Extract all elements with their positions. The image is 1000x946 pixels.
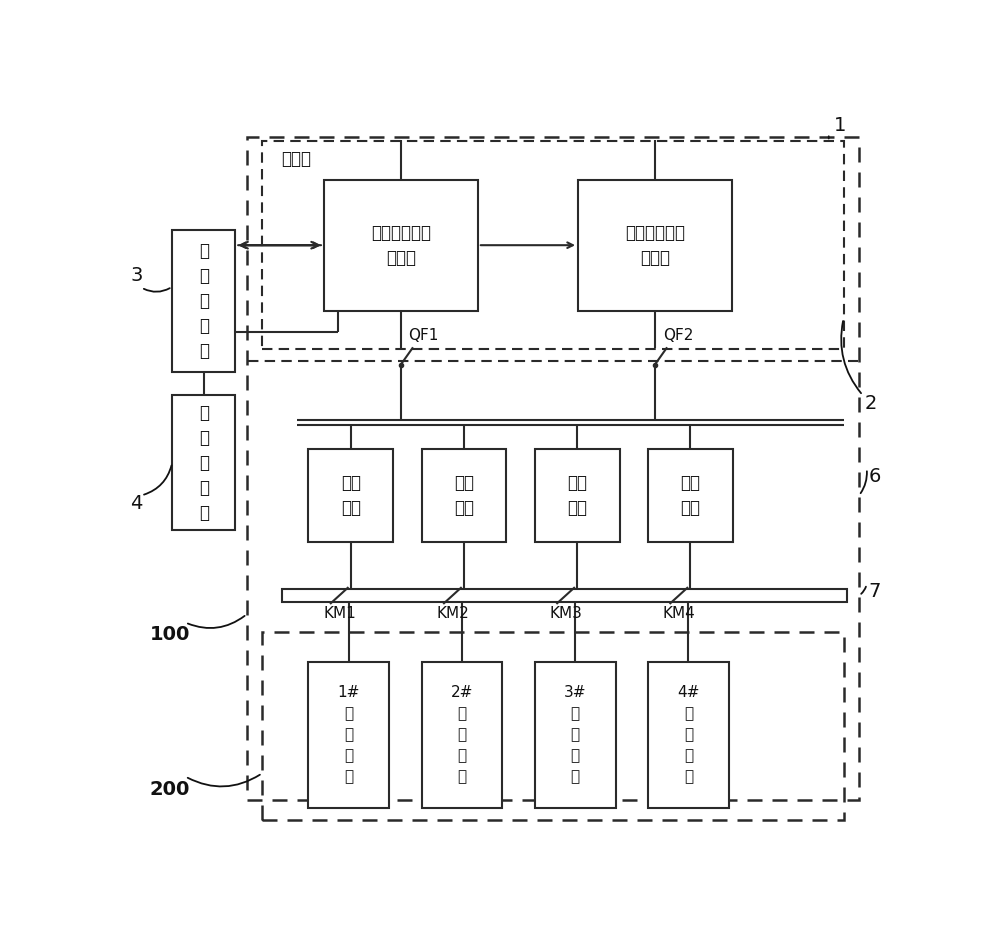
Bar	[172, 230, 235, 372]
Bar	[535, 662, 616, 808]
Text: 漏
电
集
中
器: 漏 电 集 中 器	[199, 242, 209, 360]
Text: KM4: KM4	[663, 606, 695, 622]
Text: KM2: KM2	[436, 606, 469, 622]
Bar	[172, 395, 235, 530]
Text: 充电
模块: 充电 模块	[680, 474, 700, 517]
Text: KM1: KM1	[323, 606, 356, 622]
Bar	[262, 141, 844, 349]
Bar	[282, 589, 847, 602]
Bar	[422, 662, 502, 808]
Bar	[324, 180, 478, 310]
Text: 充电
模块: 充电 模块	[341, 474, 361, 517]
Text: 1: 1	[834, 116, 846, 135]
Bar	[648, 662, 729, 808]
Text: 充电
模块: 充电 模块	[567, 474, 587, 517]
Text: 整流柜: 整流柜	[282, 150, 312, 168]
Text: 2#
充
电
终
端: 2# 充 电 终 端	[451, 686, 473, 784]
Text: 4#
充
电
终
端: 4# 充 电 终 端	[677, 686, 700, 784]
Text: 4: 4	[131, 494, 143, 513]
Bar	[648, 449, 733, 542]
Text: QF1: QF1	[409, 328, 439, 343]
Text: 1#
充
电
终
端: 1# 充 电 终 端	[338, 686, 360, 784]
Text: KM3: KM3	[549, 606, 582, 622]
Bar	[578, 180, 732, 310]
Bar	[308, 662, 389, 808]
Bar	[262, 632, 844, 820]
Bar	[535, 449, 620, 542]
Text: 6: 6	[868, 466, 881, 485]
Text: QF2: QF2	[663, 328, 693, 343]
Text: 100: 100	[150, 624, 190, 643]
Text: 直流剩余电流
探测器: 直流剩余电流 探测器	[625, 223, 685, 267]
Text: 2: 2	[864, 394, 877, 412]
Bar	[308, 449, 393, 542]
Text: 3: 3	[131, 267, 143, 286]
Text: 3#
充
电
终
端: 3# 充 电 终 端	[564, 686, 587, 784]
Text: 直流剩余电流
探测器: 直流剩余电流 探测器	[371, 223, 431, 267]
Bar	[247, 137, 859, 799]
Text: 200: 200	[150, 780, 190, 799]
Text: 充电
模块: 充电 模块	[454, 474, 474, 517]
Bar	[422, 449, 506, 542]
Text: 7: 7	[868, 582, 881, 602]
Text: 充
电
控
制
器: 充 电 控 制 器	[199, 404, 209, 521]
